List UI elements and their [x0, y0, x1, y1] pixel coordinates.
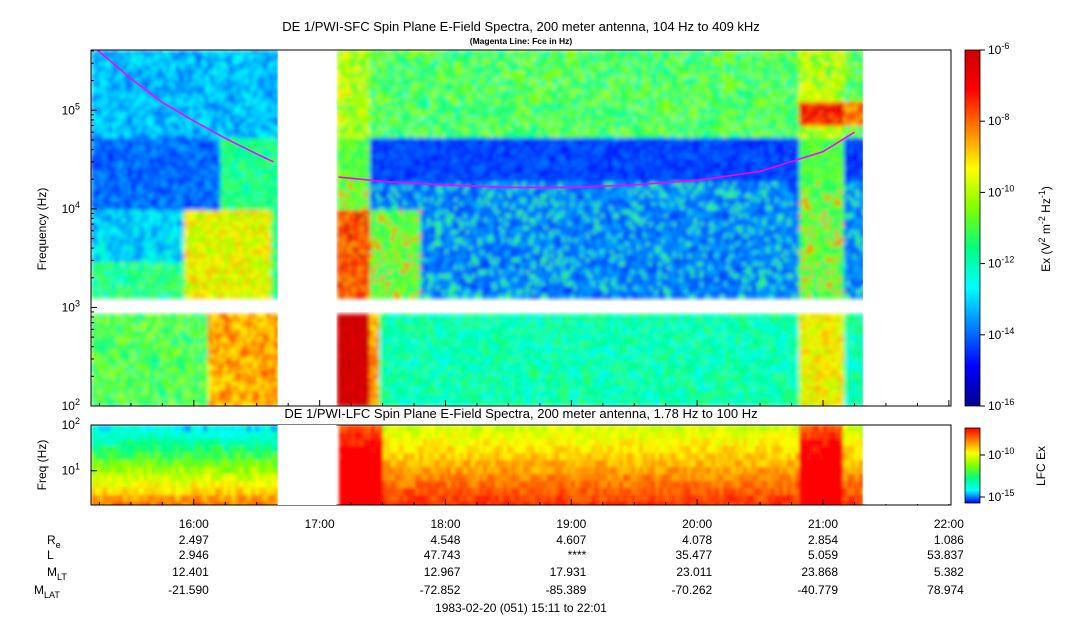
- sfc-spectrogram: [91, 50, 866, 406]
- ephemeris-value: 35.477: [675, 548, 712, 562]
- time-tick-label: 18:00: [430, 517, 460, 531]
- lfc-frame: [90, 424, 952, 506]
- ephemeris-value: 2.497: [179, 533, 209, 547]
- ephemeris-value: 78.974: [927, 583, 964, 597]
- lfc-ylabel: Freq (Hz): [35, 440, 49, 491]
- sfc-ylabel: Frequency (Hz): [35, 188, 49, 271]
- fce-line-segment-1: [96, 49, 274, 163]
- ephemeris-value: 47.743: [424, 548, 461, 562]
- ephemeris-value: 17.931: [550, 565, 587, 579]
- ephemeris-value: -70.262: [671, 583, 712, 597]
- ephemeris-label: MLT: [47, 565, 67, 582]
- sfc-subtitle: (Magenta Line: Fce in Hz): [470, 36, 573, 46]
- ephemeris-value: -40.779: [797, 583, 838, 597]
- lfc-title: DE 1/PWI-LFC Spin Plane E-Field Spectra,…: [284, 406, 757, 421]
- ephemeris-value: -72.852: [420, 583, 461, 597]
- sfc-frame: [90, 49, 952, 407]
- ephemeris-value: 5.059: [808, 548, 838, 562]
- ephemeris-value: 2.946: [179, 548, 209, 562]
- sfc-colorbar-label: Ex (V2 m-2 Hz-1): [1037, 186, 1053, 272]
- sfc-after-data: [862, 51, 950, 405]
- time-tick-label: 21:00: [808, 517, 838, 531]
- ephemeris-value: 4.548: [430, 533, 460, 547]
- lfc-colorbar-label: LFC Ex: [1034, 446, 1048, 486]
- ephemeris-label: MLAT: [34, 583, 60, 600]
- ephemeris-value: 23.011: [676, 565, 712, 579]
- lfc-after-data: [862, 426, 950, 504]
- ephemeris-value: 23.868: [801, 565, 838, 579]
- ephemeris-value: 4.607: [556, 533, 586, 547]
- time-axis: 16:00 17:00 18:00 19:00 20:00 21:00 22:00: [98, 400, 964, 531]
- ephemeris-value: 12.967: [424, 565, 461, 579]
- time-tick-label: 17:00: [305, 517, 335, 531]
- time-tick-label: 22:00: [934, 517, 964, 531]
- ephemeris-value: 5.382: [934, 565, 964, 579]
- fce-line-segment-2: [338, 131, 855, 189]
- sfc-band-gap: [92, 301, 950, 312]
- ephemeris-value: 4.078: [682, 533, 712, 547]
- time-tick-label: 20:00: [682, 517, 712, 531]
- ephemeris-value: 1.086: [934, 533, 964, 547]
- sfc-data-gap: [277, 50, 337, 406]
- lfc-spectrogram: [91, 425, 864, 505]
- sfc-colorbar: [964, 49, 981, 407]
- time-tick-label: 19:00: [556, 517, 586, 531]
- lfc-colorbar: [964, 427, 981, 504]
- sfc-overlay: [92, 50, 950, 406]
- ephemeris-value: 53.837: [927, 548, 964, 562]
- lfc-data-gap: [277, 425, 337, 505]
- footer-date: 1983-02-20 (051) 15:11 to 22:01: [435, 601, 607, 615]
- ephemeris-value: -21.590: [168, 583, 209, 597]
- ephemeris-value: 12.401: [172, 565, 209, 579]
- ephemeris-value: ****: [568, 548, 587, 562]
- ephemeris-value: 2.854: [808, 533, 838, 547]
- time-tick-label: 16:00: [179, 517, 209, 531]
- sfc-title: DE 1/PWI-SFC Spin Plane E-Field Spectra,…: [282, 19, 760, 34]
- ephemeris-label: L: [47, 548, 54, 562]
- ephemeris-value: -85.389: [546, 583, 587, 597]
